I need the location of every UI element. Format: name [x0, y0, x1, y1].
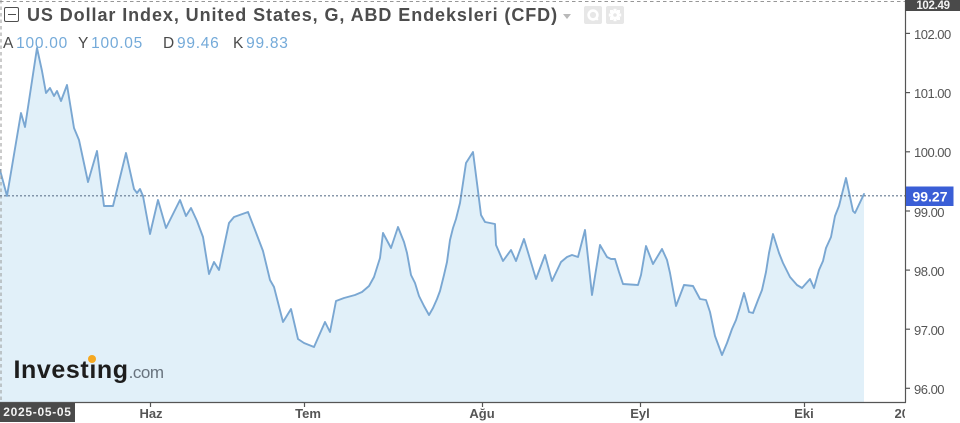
- svg-text:102.49: 102.49: [916, 0, 949, 12]
- svg-text:99.27: 99.27: [912, 189, 947, 205]
